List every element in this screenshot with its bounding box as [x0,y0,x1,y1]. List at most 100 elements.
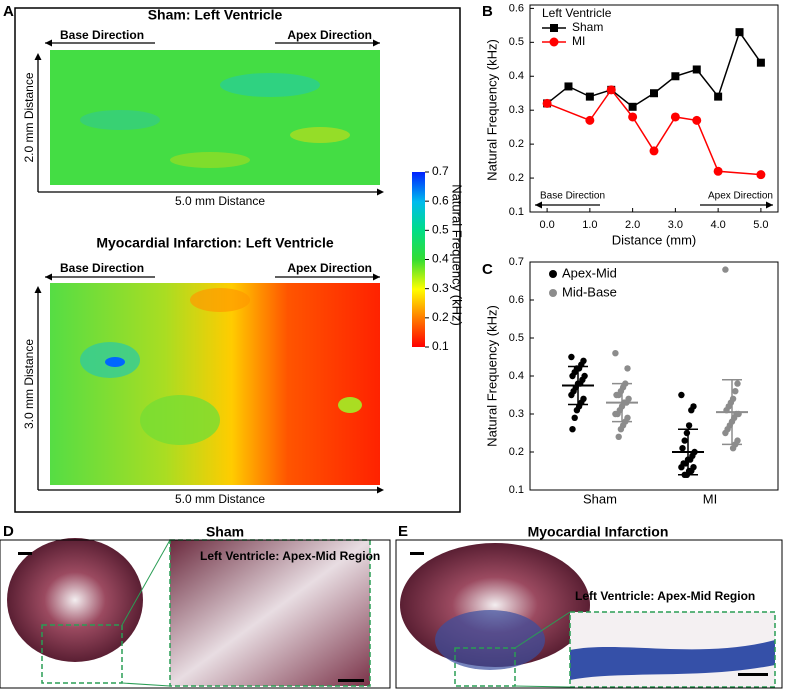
y-axis-label: Natural Frequency (kHz) [484,39,499,181]
data-point [585,92,594,101]
annotation-arrow [373,39,380,47]
data-point [714,92,723,101]
legend-marker [549,289,557,297]
x-axis-label: 5.0 mm Distance [175,492,265,506]
inset-label: Left Ventricle: Apex-Mid Region [200,549,380,563]
panel-frame [0,539,391,689]
data-point [571,414,578,421]
inset-label: Left Ventricle: Apex-Mid Region [575,589,755,603]
data-point [681,437,688,444]
axis-arrow [34,286,42,293]
annotation: Apex Direction [287,28,372,42]
data-point [692,115,702,125]
y-axis-label: Natural Frequency (kHz) [484,305,499,447]
data-point [569,426,576,433]
colorbar-tick-label: 0.2 [432,310,449,324]
heatmap-sham [50,50,380,185]
colorbar-tick-label: 0.6 [432,193,449,207]
colorbar-tick-label: 0.1 [432,339,449,353]
colorbar [412,172,425,347]
x-tick-label: 4.0 [710,219,725,231]
data-point [649,146,659,156]
axis-arrow [377,188,384,196]
legend-label: Apex-Mid [562,265,617,280]
panel-label: E [398,523,408,540]
y-tick-label: 0.2 [509,172,524,184]
data-point [542,98,552,108]
data-point [568,391,575,399]
y-tick-label: 0.6 [509,294,524,306]
colorbar-tick-label: 0.4 [432,252,449,266]
x-tick-label: MI [703,491,717,506]
data-point [713,166,723,176]
histology-sham [7,538,371,687]
x-axis-label: Distance (mm) [612,232,697,247]
panel-frame [14,7,461,513]
data-point [692,65,701,74]
histology-title: Myocardial Infarction [528,524,669,540]
data-point [606,85,616,95]
colorbar-label: Natural Frequency (kHz) [450,184,465,326]
heatmap-title: Myocardial Infarction: Left Ventricle [96,235,333,251]
y-tick-label: 0.7 [509,256,524,268]
data-point [628,112,638,122]
x-tick-label: 0.0 [539,219,554,231]
annotation-arrow [45,273,52,281]
data-point [679,445,686,452]
data-point [650,89,658,98]
data-point [612,350,619,357]
histology-mi [400,543,776,688]
data-point [685,422,693,429]
data-point [756,170,766,180]
data-point [612,410,619,418]
data-point [670,112,680,122]
y-tick-label: 0.2 [509,138,524,150]
y-tick-label: 0.6 [509,2,524,14]
data-point [756,58,765,67]
heatmap-title: Sham: Left Ventricle [148,7,283,23]
data-point [678,464,685,471]
y-axis-label: 2.0 mm Distance [22,72,36,162]
legend-label: Sham [572,20,603,34]
data-point [671,72,680,81]
y-tick-label: 0.1 [509,206,524,218]
annotation: Apex Direction [708,191,773,202]
data-point [735,28,744,37]
data-point [628,102,637,111]
colorbar-tick-label: 0.5 [432,223,449,237]
histology-title: Sham [206,524,244,540]
x-tick-label: 3.0 [668,219,683,231]
y-tick-label: 0.2 [509,446,524,458]
annotation: Base Direction [60,28,144,42]
data-point [729,445,737,452]
y-tick-label: 0.3 [509,104,524,116]
panel-label: B [482,3,493,20]
panel-label: C [482,261,493,278]
data-point [615,433,622,440]
annotation-arrow [766,201,773,209]
x-axis-label: 5.0 mm Distance [175,194,265,208]
data-point [617,426,625,433]
data-point [683,429,691,437]
legend-marker [550,24,558,32]
data-point [585,115,595,125]
x-tick-label: 2.0 [625,219,640,231]
data-point [688,407,695,414]
plot-frame [529,4,779,213]
panel-frame [395,539,783,689]
x-tick-label: 5.0 [753,219,768,231]
data-point [569,372,576,380]
legend-title: Left Ventricle [542,6,612,20]
annotation-arrow [373,273,380,281]
annotation: Base Direction [540,191,605,202]
y-tick-label: 0.5 [509,36,524,48]
annotation: Base Direction [60,261,144,275]
data-point [613,391,620,399]
data-point [722,429,729,437]
data-point [568,353,575,361]
colorbar-tick-label: 0.3 [432,281,449,295]
axis-arrow [377,486,384,494]
legend-marker [549,270,557,278]
annotation: Apex Direction [287,261,372,275]
